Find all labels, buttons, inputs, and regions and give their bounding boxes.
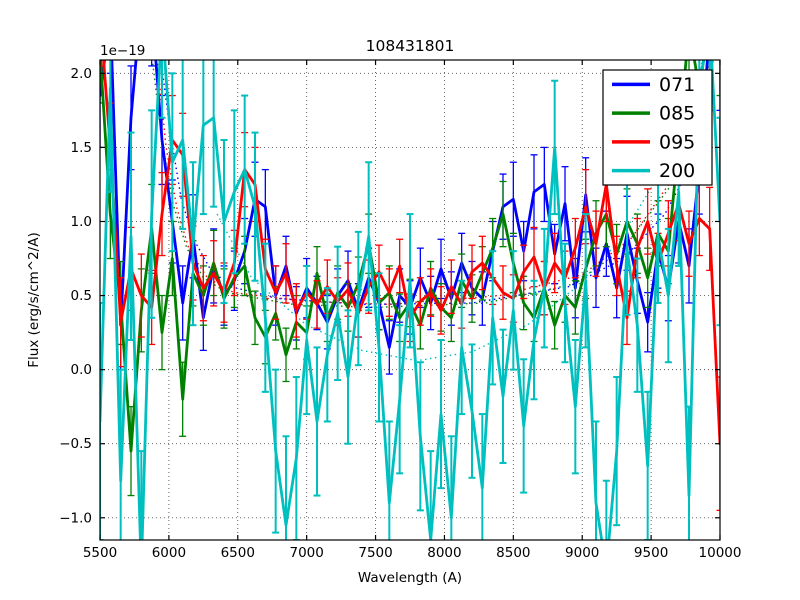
plot-title: 108431801 (366, 37, 455, 55)
x-tick-label-7500: 7500 (358, 545, 392, 561)
y-axis-label: Flux (erg/s/cm^2/A) (26, 232, 42, 367)
x-tick-label-9000: 9000 (565, 545, 599, 561)
x-tick-label-10000: 10000 (699, 545, 742, 561)
axes-spines (99, 59, 721, 541)
legend-label-071: 071 (659, 74, 695, 96)
tick-marks (99, 60, 721, 540)
legend-entry-085: 085 (612, 103, 695, 125)
y-tick-label--1: −1.0 (59, 510, 92, 526)
y-tick-label-1.5: 1.5 (71, 140, 92, 156)
legend-entry-095: 095 (612, 131, 695, 153)
legend-label-200: 200 (659, 160, 695, 182)
legend-entry-200: 200 (612, 160, 695, 182)
x-tick-label-5500: 5500 (83, 545, 117, 561)
y-axis-offset-text: 1e−19 (100, 43, 145, 59)
x-tick-label-7000: 7000 (289, 545, 323, 561)
legend-label-085: 085 (659, 103, 695, 125)
x-tick-label-8500: 8500 (496, 545, 530, 561)
x-tick-label-6500: 6500 (221, 545, 255, 561)
legend-box (602, 69, 713, 186)
x-tick-labels: 5500 6000 6500 7000 7500 8000 8500 9000 9500 1000… (83, 545, 742, 561)
model-curves (151, 60, 716, 362)
x-tick-label-6000: 6000 (152, 545, 186, 561)
y-tick-label-0.5: 0.5 (71, 288, 92, 304)
y-tick-label-1: 1.0 (71, 214, 92, 230)
x-tick-label-8000: 8000 (427, 545, 461, 561)
x-tick-label-9500: 9500 (634, 545, 668, 561)
y-tick-label--0.5: −0.5 (59, 436, 92, 452)
x-axis-label: Wavelength (A) (358, 570, 462, 586)
series-line-200 (100, 60, 720, 540)
y-tick-labels: 2.0 1.5 1.0 0.5 0.0 −0.5 −1.0 (59, 66, 92, 526)
y-tick-label-0: 0.0 (71, 362, 92, 378)
legend-label-095: 095 (659, 131, 695, 153)
legend: 071 085 095 200 (602, 69, 713, 186)
data-series (100, 60, 720, 540)
legend-entry-071: 071 (612, 74, 695, 96)
y-tick-label-2: 2.0 (71, 66, 92, 82)
